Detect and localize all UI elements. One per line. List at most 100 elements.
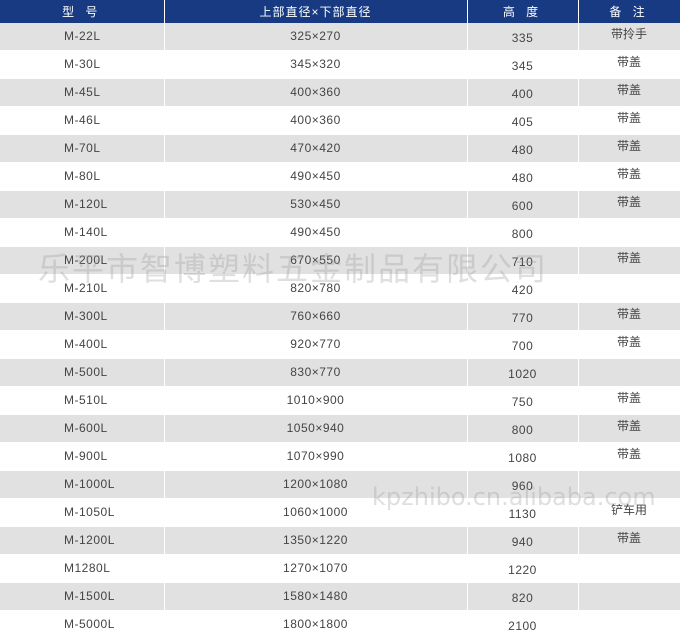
height-cell: 400 xyxy=(467,78,579,107)
height-cell: 750 xyxy=(467,386,579,415)
dimensions-cell: 1060×1000 xyxy=(164,498,468,527)
model-cell: M-1050L xyxy=(0,498,165,527)
model-cell: M-300L xyxy=(0,302,165,331)
height-cell: 1020 xyxy=(467,358,579,387)
model-cell: M-210L xyxy=(0,274,165,303)
dimensions-cell: 470×420 xyxy=(164,134,468,163)
height-cell: 405 xyxy=(467,106,579,135)
height-cell: 1080 xyxy=(467,442,579,471)
remark-cell xyxy=(578,582,681,611)
height-cell: 820 xyxy=(467,582,579,611)
height-cell: 940 xyxy=(467,526,579,555)
dimensions-cell: 1580×1480 xyxy=(164,582,468,611)
dimensions-cell: 530×450 xyxy=(164,190,468,219)
height-cell: 420 xyxy=(467,274,579,303)
dimensions-cell: 490×450 xyxy=(164,162,468,191)
table-row: M-210L 820×780 420 xyxy=(0,274,681,303)
model-cell: M-120L xyxy=(0,190,165,219)
model-cell: M-5000L xyxy=(0,610,165,639)
height-cell: 600 xyxy=(467,190,579,219)
dimensions-cell: 1070×990 xyxy=(164,442,468,471)
model-cell: M-400L xyxy=(0,330,165,359)
height-cell: 480 xyxy=(467,134,579,163)
remark-cell xyxy=(578,358,681,387)
dimensions-cell: 325×270 xyxy=(164,23,468,51)
model-cell: M-500L xyxy=(0,358,165,387)
model-cell: M-600L xyxy=(0,414,165,443)
header-model: 型 号 xyxy=(0,0,165,23)
model-cell: M-22L xyxy=(0,23,165,51)
model-cell: M-30L xyxy=(0,50,165,79)
model-cell: M-1000L xyxy=(0,470,165,499)
table-row: M-30L 345×320 345 带盖 xyxy=(0,50,681,79)
remark-cell xyxy=(578,274,681,303)
table-row: M1280L 1270×1070 1220 xyxy=(0,554,681,583)
remark-cell: 铲车用 xyxy=(578,498,681,527)
table-row: M-140L 490×450 800 xyxy=(0,218,681,247)
remark-cell: 带盖 xyxy=(578,162,681,191)
remark-cell: 带盖 xyxy=(578,302,681,331)
height-cell: 770 xyxy=(467,302,579,331)
dimensions-cell: 820×780 xyxy=(164,274,468,303)
dimensions-cell: 1050×940 xyxy=(164,414,468,443)
table-row: M-300L 760×660 770 带盖 xyxy=(0,302,681,331)
dimensions-cell: 830×770 xyxy=(164,358,468,387)
remark-cell: 带盖 xyxy=(578,526,681,555)
table-row: M-900L 1070×990 1080 带盖 xyxy=(0,442,681,471)
dimensions-cell: 400×360 xyxy=(164,106,468,135)
table-body: M-22L 325×270 335 带拎手 M-30L 345×320 345 带盖 M-45L… xyxy=(0,23,681,639)
header-dimensions: 上部直径×下部直径 xyxy=(164,0,468,23)
remark-cell: 带盖 xyxy=(578,78,681,107)
remark-cell: 带盖 xyxy=(578,134,681,163)
table-row: M-120L 530×450 600 带盖 xyxy=(0,190,681,219)
remark-cell: 带盖 xyxy=(578,246,681,275)
dimensions-cell: 1270×1070 xyxy=(164,554,468,583)
table-row: M-400L 920×770 700 带盖 xyxy=(0,330,681,359)
table-row: M-500L 830×770 1020 xyxy=(0,358,681,387)
dimensions-cell: 400×360 xyxy=(164,78,468,107)
model-cell: M-140L xyxy=(0,218,165,247)
dimensions-cell: 1800×1800 xyxy=(164,610,468,639)
remark-cell: 带盖 xyxy=(578,50,681,79)
table-row: M-1000L 1200×1080 960 xyxy=(0,470,681,499)
height-cell: 960 xyxy=(467,470,579,499)
model-cell: M-80L xyxy=(0,162,165,191)
dimensions-cell: 345×320 xyxy=(164,50,468,79)
remark-cell: 带盖 xyxy=(578,414,681,443)
remark-cell xyxy=(578,554,681,583)
remark-cell xyxy=(578,470,681,499)
table-row: M-1500L 1580×1480 820 xyxy=(0,582,681,611)
dimensions-cell: 1010×900 xyxy=(164,386,468,415)
dimensions-cell: 920×770 xyxy=(164,330,468,359)
remark-cell: 带拎手 xyxy=(578,23,681,51)
table-row: M-70L 470×420 480 带盖 xyxy=(0,134,681,163)
table-row: M-200L 670×550 710 带盖 xyxy=(0,246,681,275)
table-row: M-600L 1050×940 800 带盖 xyxy=(0,414,681,443)
dimensions-cell: 760×660 xyxy=(164,302,468,331)
header-height: 高 度 xyxy=(467,0,579,23)
height-cell: 710 xyxy=(467,246,579,275)
remark-cell: 带盖 xyxy=(578,386,681,415)
remark-cell: 带盖 xyxy=(578,106,681,135)
table-row: M-46L 400×360 405 带盖 xyxy=(0,106,681,135)
table-row: M-1200L 1350×1220 940 带盖 xyxy=(0,526,681,555)
model-cell: M-1500L xyxy=(0,582,165,611)
table-row: M-510L 1010×900 750 带盖 xyxy=(0,386,681,415)
model-cell: M-510L xyxy=(0,386,165,415)
height-cell: 2100 xyxy=(467,610,579,639)
model-cell: M-46L xyxy=(0,106,165,135)
dimensions-cell: 670×550 xyxy=(164,246,468,275)
model-cell: M-70L xyxy=(0,134,165,163)
table-row: M-22L 325×270 335 带拎手 xyxy=(0,23,681,51)
height-cell: 480 xyxy=(467,162,579,191)
table-header: 型 号 上部直径×下部直径 高 度 备 注 xyxy=(0,0,681,23)
height-cell: 800 xyxy=(467,414,579,443)
remark-cell xyxy=(578,218,681,247)
height-cell: 800 xyxy=(467,218,579,247)
table-row: M-80L 490×450 480 带盖 xyxy=(0,162,681,191)
remark-cell: 带盖 xyxy=(578,190,681,219)
header-remark: 备 注 xyxy=(578,0,681,23)
table-row: M-45L 400×360 400 带盖 xyxy=(0,78,681,107)
model-cell: M-1200L xyxy=(0,526,165,555)
